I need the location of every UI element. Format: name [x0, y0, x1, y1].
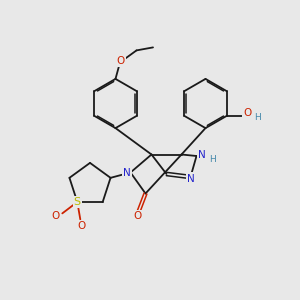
Text: O: O	[243, 108, 252, 118]
Text: N: N	[198, 149, 206, 160]
Text: S: S	[74, 197, 81, 207]
Text: O: O	[52, 211, 60, 221]
Text: O: O	[116, 56, 125, 66]
Text: N: N	[123, 167, 131, 178]
Text: H: H	[210, 154, 216, 164]
Text: O: O	[133, 211, 141, 221]
Text: O: O	[78, 221, 86, 231]
Text: N: N	[187, 173, 195, 184]
Text: H: H	[254, 113, 261, 122]
